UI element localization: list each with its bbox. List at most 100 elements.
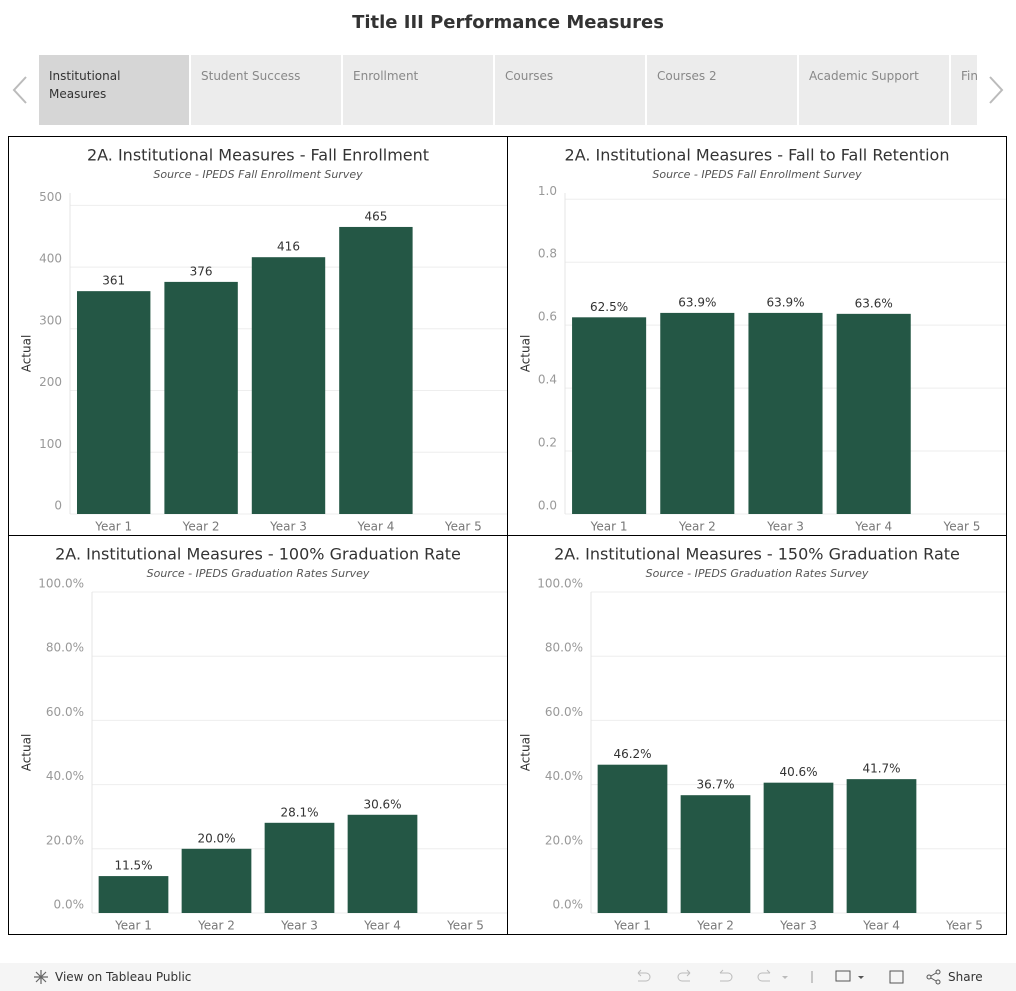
value-label: 30.6% xyxy=(363,797,401,811)
tab[interactable]: Institutional Measures xyxy=(39,55,189,125)
x-tick-label: Year 2 xyxy=(696,919,734,933)
bar xyxy=(763,782,834,913)
chart-subtitle: Source - IPEDS Fall Enrollment Survey xyxy=(652,168,862,181)
chart: 2A. Institutional Measures - 150% Gradua… xyxy=(519,545,1006,933)
value-label: 416 xyxy=(277,240,300,254)
y-tick-label: 20.0% xyxy=(46,833,84,847)
dashboard-title: Title III Performance Measures xyxy=(352,12,664,33)
x-tick-label: Year 1 xyxy=(613,919,651,933)
x-tick-label: Year 1 xyxy=(94,520,132,534)
x-tick-label: Year 5 xyxy=(446,919,484,933)
bar xyxy=(836,313,911,514)
chart-panel: 2A. Institutional Measures - 100% Gradua… xyxy=(8,535,508,935)
y-tick-label: 400 xyxy=(39,252,62,266)
bar xyxy=(347,814,418,913)
bar xyxy=(251,257,326,514)
x-tick-label: Year 3 xyxy=(779,919,817,933)
tab[interactable]: Courses xyxy=(495,55,645,125)
y-tick-label: 0.8 xyxy=(538,247,557,261)
value-label: 36.7% xyxy=(696,778,734,792)
y-tick-label: 100 xyxy=(39,437,62,451)
value-label: 62.5% xyxy=(590,300,628,314)
chart-title: 2A. Institutional Measures - Fall Enroll… xyxy=(87,146,429,165)
value-label: 63.9% xyxy=(678,295,716,309)
footer: View on Tableau Public Share xyxy=(0,963,1016,991)
bar xyxy=(660,312,735,514)
y-tick-label: 80.0% xyxy=(46,641,84,655)
y-tick-label: 200 xyxy=(39,375,62,389)
bar xyxy=(76,291,151,514)
tab[interactable]: Student Success xyxy=(191,55,341,125)
bar xyxy=(164,281,238,514)
chart: 2A. Institutional Measures - Fall Enroll… xyxy=(20,146,507,534)
chart-subtitle: Source - IPEDS Fall Enrollment Survey xyxy=(153,168,363,181)
tab[interactable]: Academic Support xyxy=(799,55,949,125)
chart-panel: 2A. Institutional Measures - Fall Enroll… xyxy=(8,136,508,536)
bar xyxy=(748,312,823,514)
x-tick-label: Year 3 xyxy=(766,520,804,534)
bar xyxy=(572,317,647,514)
share-icon[interactable] xyxy=(926,969,942,985)
chart-title: 2A. Institutional Measures - 100% Gradua… xyxy=(55,545,461,564)
value-label: 465 xyxy=(364,209,387,223)
bar xyxy=(680,795,751,913)
tableau-icon xyxy=(34,970,48,984)
y-tick-label: 0.0% xyxy=(553,898,584,912)
x-tick-label: Year 3 xyxy=(280,919,318,933)
chart-title: 2A. Institutional Measures - 150% Gradua… xyxy=(554,545,960,564)
chart: 2A. Institutional Measures - 100% Gradua… xyxy=(20,545,507,933)
y-tick-label: 100.0% xyxy=(537,577,583,591)
x-tick-label: Year 3 xyxy=(269,520,307,534)
share-button[interactable]: Share xyxy=(948,970,983,984)
y-tick-label: 0.0 xyxy=(538,499,557,513)
y-tick-label: 0 xyxy=(54,499,62,513)
tab[interactable]: Fin xyxy=(951,55,977,125)
toolbar-icons xyxy=(637,969,904,984)
x-tick-label: Year 5 xyxy=(942,520,980,534)
tab-next[interactable] xyxy=(984,75,1008,105)
x-tick-label: Year 4 xyxy=(363,919,401,933)
value-label: 361 xyxy=(102,274,125,288)
tab[interactable]: Courses 2 xyxy=(647,55,797,125)
value-label: 41.7% xyxy=(862,762,900,776)
value-label: 63.6% xyxy=(855,296,893,310)
y-tick-label: 100.0% xyxy=(38,577,84,591)
chart-panel: 2A. Institutional Measures - 150% Gradua… xyxy=(507,535,1007,935)
y-tick-label: 60.0% xyxy=(46,705,84,719)
value-label: 376 xyxy=(190,264,213,278)
tab-prev[interactable] xyxy=(8,75,32,105)
value-label: 63.9% xyxy=(766,295,804,309)
y-tick-label: 500 xyxy=(39,190,62,204)
y-tick-label: 60.0% xyxy=(545,705,583,719)
x-tick-label: Year 5 xyxy=(444,520,482,534)
value-label: 40.6% xyxy=(779,765,817,779)
x-tick-label: Year 2 xyxy=(197,919,235,933)
chart-subtitle: Source - IPEDS Graduation Rates Survey xyxy=(147,567,370,580)
y-tick-label: 40.0% xyxy=(545,769,583,783)
y-tick-label: 80.0% xyxy=(545,641,583,655)
bar xyxy=(181,848,252,913)
y-tick-label: 0.6 xyxy=(538,310,557,324)
x-tick-label: Year 4 xyxy=(356,520,394,534)
y-tick-label: 40.0% xyxy=(46,769,84,783)
y-axis-label: Actual xyxy=(20,335,34,373)
x-tick-label: Year 4 xyxy=(862,919,900,933)
value-label: 11.5% xyxy=(114,859,152,873)
y-tick-label: 300 xyxy=(39,313,62,327)
x-tick-label: Year 4 xyxy=(854,520,892,534)
y-tick-label: 20.0% xyxy=(545,833,583,847)
y-tick-label: 0.4 xyxy=(538,373,557,387)
x-tick-label: Year 5 xyxy=(945,919,983,933)
chart-subtitle: Source - IPEDS Graduation Rates Survey xyxy=(646,567,869,580)
x-tick-label: Year 2 xyxy=(678,520,716,534)
bar xyxy=(846,779,917,913)
tab[interactable]: Enrollment xyxy=(343,55,493,125)
y-tick-label: 1.0 xyxy=(538,184,557,198)
x-tick-label: Year 1 xyxy=(114,919,152,933)
y-axis-label: Actual xyxy=(20,734,34,772)
y-axis-label: Actual xyxy=(519,335,533,373)
x-tick-label: Year 2 xyxy=(182,520,220,534)
tab-bar: Institutional Measures Student Success Enr… xyxy=(39,55,977,125)
view-link[interactable]: View on Tableau Public xyxy=(55,970,192,984)
